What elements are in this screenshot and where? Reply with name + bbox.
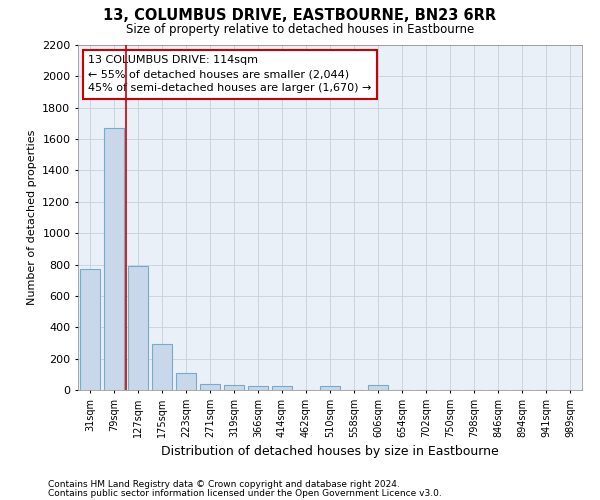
Text: Contains HM Land Registry data © Crown copyright and database right 2024.: Contains HM Land Registry data © Crown c… [48,480,400,489]
Bar [320,386,340,390]
Bar [368,386,388,390]
Bar [80,269,100,390]
Bar [128,266,148,390]
Text: Contains public sector information licensed under the Open Government Licence v3: Contains public sector information licen… [48,488,442,498]
Text: 13, COLUMBUS DRIVE, EASTBOURNE, BN23 6RR: 13, COLUMBUS DRIVE, EASTBOURNE, BN23 6RR [103,8,497,22]
Bar [272,386,292,390]
Bar [224,386,244,390]
Text: 13 COLUMBUS DRIVE: 114sqm
← 55% of detached houses are smaller (2,044)
45% of se: 13 COLUMBUS DRIVE: 114sqm ← 55% of detac… [88,56,371,94]
X-axis label: Distribution of detached houses by size in Eastbourne: Distribution of detached houses by size … [161,446,499,458]
Bar [152,344,172,390]
Bar [176,373,196,390]
Bar [248,386,268,390]
Text: Size of property relative to detached houses in Eastbourne: Size of property relative to detached ho… [126,22,474,36]
Y-axis label: Number of detached properties: Number of detached properties [26,130,37,305]
Bar [200,384,220,390]
Bar [104,128,124,390]
